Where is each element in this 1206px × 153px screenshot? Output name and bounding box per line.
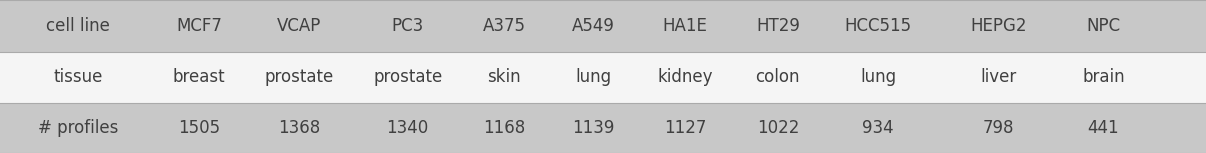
Text: 1340: 1340 bbox=[386, 119, 429, 137]
Text: liver: liver bbox=[980, 68, 1017, 86]
Text: skin: skin bbox=[487, 68, 521, 86]
Text: brain: brain bbox=[1082, 68, 1125, 86]
Text: 1368: 1368 bbox=[277, 119, 321, 137]
Text: 1505: 1505 bbox=[178, 119, 219, 137]
Text: 441: 441 bbox=[1088, 119, 1119, 137]
Text: kidney: kidney bbox=[657, 68, 713, 86]
Text: breast: breast bbox=[172, 68, 226, 86]
Text: 1022: 1022 bbox=[756, 119, 800, 137]
Text: cell line: cell line bbox=[47, 17, 110, 35]
Text: 1139: 1139 bbox=[572, 119, 615, 137]
Text: prostate: prostate bbox=[264, 68, 334, 86]
Text: lung: lung bbox=[575, 68, 611, 86]
Text: HA1E: HA1E bbox=[662, 17, 708, 35]
Text: 934: 934 bbox=[862, 119, 894, 137]
Text: # profiles: # profiles bbox=[39, 119, 118, 137]
Text: 1168: 1168 bbox=[482, 119, 526, 137]
Text: HEPG2: HEPG2 bbox=[971, 17, 1026, 35]
Text: 1127: 1127 bbox=[663, 119, 707, 137]
Text: MCF7: MCF7 bbox=[176, 17, 222, 35]
Text: HCC515: HCC515 bbox=[844, 17, 912, 35]
Text: A375: A375 bbox=[482, 17, 526, 35]
Bar bbox=[0, 103, 1206, 153]
Text: lung: lung bbox=[860, 68, 896, 86]
Text: tissue: tissue bbox=[54, 68, 103, 86]
Text: NPC: NPC bbox=[1087, 17, 1120, 35]
Text: colon: colon bbox=[756, 68, 800, 86]
Text: PC3: PC3 bbox=[392, 17, 423, 35]
Text: 798: 798 bbox=[983, 119, 1014, 137]
Text: HT29: HT29 bbox=[756, 17, 800, 35]
Text: prostate: prostate bbox=[373, 68, 443, 86]
Text: A549: A549 bbox=[572, 17, 615, 35]
Text: VCAP: VCAP bbox=[277, 17, 321, 35]
Bar bbox=[0, 52, 1206, 103]
Bar bbox=[0, 0, 1206, 52]
